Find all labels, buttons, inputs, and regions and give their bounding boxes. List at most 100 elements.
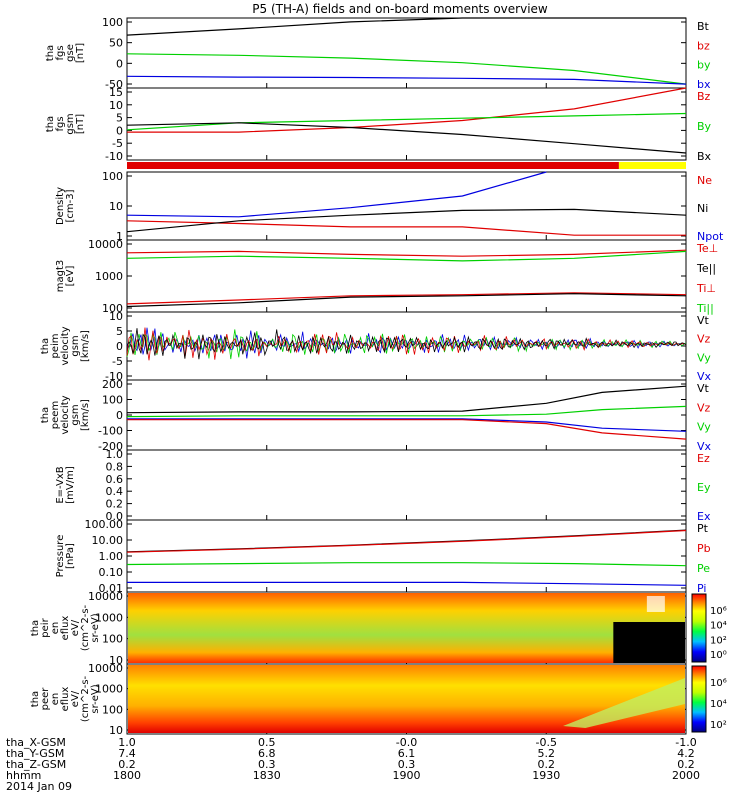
series-pressure-Pe	[127, 563, 686, 566]
ylabel-peer-spectrogram: thapeerenefluxeV/(cm^2-s-sr-eV)	[30, 675, 101, 722]
ylabel-fgs-gsm: thafgsgsm[nT]	[45, 113, 86, 134]
xaxis-value: 1800	[113, 769, 141, 782]
ytick-label: 10000	[88, 590, 123, 603]
legend-pressure-Pt: Pt	[697, 522, 709, 535]
panel-frame-efield	[127, 450, 686, 520]
series-fgs-mag-bx	[127, 76, 686, 84]
xaxis-value: 2000	[672, 769, 700, 782]
peir-colorbar-label: 10²	[710, 635, 727, 646]
peim-trace	[127, 329, 686, 359]
peer-colorbar-label: 10²	[710, 720, 727, 731]
peir-gap	[647, 596, 665, 612]
ytick-label: 1.0	[106, 448, 124, 461]
series-fgs-mag-Bt	[127, 18, 686, 35]
ytick-label: 100	[102, 633, 123, 646]
ylabel-line: [nPa]	[65, 543, 76, 569]
ylabel-line: [nT]	[75, 114, 86, 134]
legend-pressure-Pe: Pe	[697, 562, 710, 575]
ytick-label: 0.4	[106, 485, 124, 498]
plot-title: P5 (TH-A) fields and on-board moments ov…	[252, 2, 548, 16]
legend-peim-velocity-Vt: Vt	[697, 314, 710, 327]
ylabel-line: [cm-3]	[65, 189, 76, 222]
ytick-label: 10.00	[92, 534, 124, 547]
ytick-label: 0.2	[106, 498, 124, 511]
legend-peem-velocity-Vt: Vt	[697, 382, 710, 395]
series-density-Ni	[127, 209, 686, 231]
ylabel-peir-spectrogram: thapeirenefluxeV/(cm^2-s-sr-eV)	[30, 604, 101, 651]
ytick-label: -5	[112, 137, 123, 150]
peir-spectrogram-fill	[128, 593, 685, 663]
legend-fgs-mag-Bt: Bt	[697, 20, 710, 33]
peir-colorbar-label: 10⁰	[710, 650, 727, 661]
ylabel-line: [eV]	[65, 266, 76, 287]
series-peem-velocity-Vz	[127, 420, 686, 439]
legend-pressure-Pb: Pb	[697, 542, 711, 555]
panel-frame-density	[127, 172, 686, 240]
ylabel-temperature: magt3[eV]	[55, 260, 76, 293]
legend-peim-velocity-Vz: Vz	[697, 333, 711, 346]
ytick-label: 50	[109, 37, 123, 50]
legend-temperature-Ti⊥: Ti⊥	[696, 282, 716, 295]
ylabel-density: Density[cm-3]	[55, 187, 76, 225]
ylabel-efield: E=-VxB[mV/m]	[55, 466, 76, 504]
ytick-label: 1.00	[99, 550, 124, 563]
series-pressure-Pt	[127, 530, 686, 552]
peer-colorbar-label: 10⁶	[710, 678, 727, 689]
ylabel-peem-velocity: thapeemvelocitygsm[km/s]	[40, 395, 91, 434]
ytick-label: 10	[109, 99, 123, 112]
ytick-label: 100	[102, 703, 123, 716]
ytick-label: 0	[116, 124, 123, 137]
ylabel-peim-velocity: thapeimvelocitygsm[km/s]	[40, 326, 91, 365]
series-fgs-gsm-Bx	[127, 123, 686, 153]
panel-frame-peem-velocity	[127, 380, 686, 450]
ytick-label: 10	[109, 310, 123, 323]
legend-fgs-mag-by: by	[697, 59, 711, 72]
ytick-label: 0.10	[99, 566, 124, 579]
xaxis-value: 1930	[532, 769, 560, 782]
series-fgs-gsm-Bz	[127, 88, 686, 132]
ylabel-line: [km/s]	[80, 399, 91, 431]
peer-colorbar	[692, 666, 706, 732]
ytick-label: 100.00	[85, 518, 124, 531]
ytick-label: 0	[116, 340, 123, 353]
legend-temperature-Te⊥: Te⊥	[696, 242, 718, 255]
ytick-label: 10000	[88, 662, 123, 675]
ytick-label: 100	[102, 16, 123, 29]
ytick-label: 1000	[95, 270, 123, 283]
panel-frame-pressure	[127, 520, 686, 592]
ytick-label: 10000	[88, 238, 123, 251]
series-peem-velocity-Vx	[127, 419, 686, 431]
peir-colorbar-label: 10⁴	[710, 621, 727, 632]
ytick-label: 100	[102, 170, 123, 183]
legend-fgs-gsm-By: By	[697, 120, 712, 133]
ytick-label: 15	[109, 86, 123, 99]
legend-peem-velocity-Vy: Vy	[697, 421, 711, 434]
ylabel-line: [nT]	[75, 43, 86, 63]
series-fgs-gsm-By	[127, 114, 686, 130]
peir-colorbar	[692, 594, 706, 662]
legend-fgs-mag-bz: bz	[697, 39, 710, 52]
ytick-label: 5	[116, 325, 123, 338]
legend-peim-velocity-Vy: Vy	[697, 351, 711, 364]
ytick-label: 10	[109, 200, 123, 213]
ylabel-line: [km/s]	[80, 330, 91, 362]
series-pressure-Pi	[127, 582, 686, 585]
ylabel-line: [mV/m]	[65, 466, 76, 504]
series-fgs-mag-by	[127, 54, 686, 84]
legend-pressure-Pi: Pi	[697, 582, 706, 595]
ylabel-line: sr-eV)	[90, 684, 101, 713]
legend-peem-velocity-Vz: Vz	[697, 401, 711, 414]
ytick-label: -100	[98, 425, 123, 438]
series-peem-velocity-Vt	[127, 386, 686, 413]
date-label: 2014 Jan 09	[6, 780, 72, 793]
legend-efield-Ey: Ey	[697, 481, 711, 494]
ytick-label: 0	[116, 409, 123, 422]
ylabel-line: sr-eV)	[90, 613, 101, 642]
legend-density-Ni: Ni	[697, 202, 708, 215]
series-pressure-Pb	[127, 531, 686, 553]
peer-colorbar-label: 10⁴	[710, 699, 727, 710]
peir-colorbar-label: 10⁶	[710, 606, 727, 617]
xaxis-value: 1900	[393, 769, 421, 782]
ytick-label: 5	[116, 112, 123, 125]
